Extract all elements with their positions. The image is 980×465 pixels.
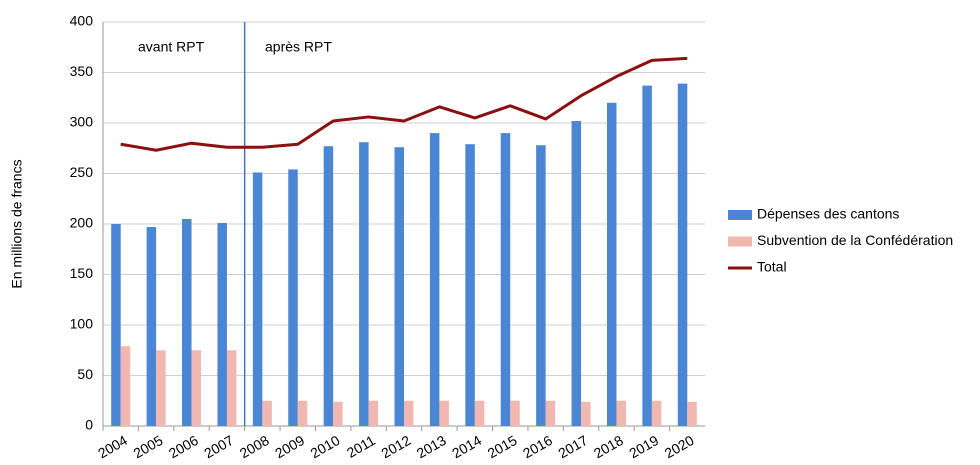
bar xyxy=(642,85,652,426)
bar xyxy=(465,144,475,426)
x-tick-label: 2013 xyxy=(414,432,449,462)
x-tick-label: 2004 xyxy=(95,432,130,462)
bar xyxy=(262,400,272,426)
bar xyxy=(500,133,511,426)
bar xyxy=(217,222,227,426)
y-axis-label: En millions de francs xyxy=(9,159,25,288)
legend-label: Total xyxy=(757,259,787,275)
bar xyxy=(323,146,334,427)
bar xyxy=(226,350,237,426)
bar xyxy=(474,400,485,426)
y-tick-label: 350 xyxy=(70,63,94,79)
bar xyxy=(191,350,202,426)
y-tick-label: 250 xyxy=(70,164,94,180)
bar xyxy=(429,133,440,426)
bar xyxy=(651,400,662,426)
bar xyxy=(111,224,121,426)
legend-swatch xyxy=(728,210,752,220)
legend-label: Subvention de la Confédération xyxy=(757,232,953,248)
y-tick-label: 400 xyxy=(70,13,94,29)
bar xyxy=(333,401,343,426)
bar xyxy=(252,172,263,426)
y-tick-label: 200 xyxy=(70,215,94,231)
x-tick-label: 2020 xyxy=(662,432,697,462)
y-tick-label: 150 xyxy=(70,265,94,281)
bar xyxy=(571,120,582,426)
bar xyxy=(288,169,298,426)
bar xyxy=(536,145,546,426)
bar xyxy=(581,401,591,426)
bar xyxy=(182,218,192,426)
x-tick-label: 2012 xyxy=(378,432,413,462)
bar xyxy=(146,227,157,426)
x-tick-label: 2019 xyxy=(626,432,661,462)
legend-swatch xyxy=(728,236,752,247)
x-tick-label: 2009 xyxy=(272,432,307,462)
x-tick-label: 2005 xyxy=(130,432,165,462)
y-tick-label: 0 xyxy=(85,417,93,433)
x-tick-label: 2010 xyxy=(308,432,343,462)
y-tick-label: 50 xyxy=(77,366,93,382)
bar xyxy=(368,400,379,426)
x-tick-label: 2018 xyxy=(591,432,626,462)
bar xyxy=(156,350,166,426)
bar xyxy=(404,400,414,426)
y-tick-label: 300 xyxy=(70,114,94,130)
x-tick-label: 2011 xyxy=(344,432,378,461)
y-tick-label: 100 xyxy=(70,316,94,332)
annotation: après RPT xyxy=(265,39,332,55)
bar xyxy=(545,400,556,426)
bar xyxy=(606,102,617,427)
x-tick-label: 2015 xyxy=(485,432,520,462)
legend-label: Dépenses des cantons xyxy=(757,206,899,222)
bar xyxy=(510,400,520,426)
x-tick-label: 2006 xyxy=(166,432,201,462)
x-tick-label: 2008 xyxy=(237,432,272,462)
bar xyxy=(297,400,308,426)
annotation: avant RPT xyxy=(138,39,205,55)
bar xyxy=(677,83,688,427)
bar xyxy=(359,142,369,426)
x-tick-label: 2017 xyxy=(555,432,590,462)
bar xyxy=(439,400,449,426)
x-tick-label: 2007 xyxy=(201,432,236,462)
bar xyxy=(687,401,697,426)
x-tick-label: 2016 xyxy=(520,432,555,462)
line xyxy=(120,56,688,152)
x-tick-label: 2014 xyxy=(449,432,484,462)
bar xyxy=(120,346,131,426)
bar xyxy=(394,147,404,427)
bar xyxy=(616,400,626,426)
